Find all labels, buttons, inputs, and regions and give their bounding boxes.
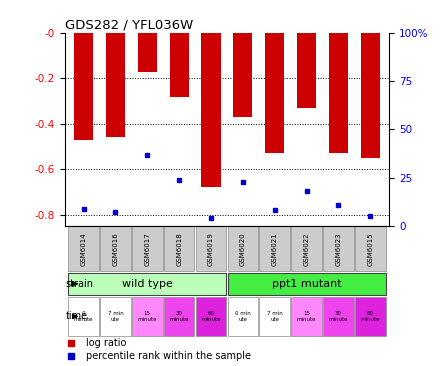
FancyBboxPatch shape — [323, 226, 354, 271]
FancyBboxPatch shape — [291, 226, 322, 271]
Text: strain: strain — [65, 279, 93, 289]
Bar — [297, 33, 316, 108]
Text: GSM6017: GSM6017 — [144, 232, 150, 266]
FancyBboxPatch shape — [196, 226, 227, 271]
Text: GSM6023: GSM6023 — [336, 232, 341, 266]
FancyBboxPatch shape — [259, 226, 290, 271]
FancyBboxPatch shape — [291, 296, 322, 336]
Text: GDS282 / YFL036W: GDS282 / YFL036W — [65, 19, 193, 32]
FancyBboxPatch shape — [100, 296, 131, 336]
FancyBboxPatch shape — [69, 273, 227, 295]
Text: 60
minute: 60 minute — [201, 311, 221, 322]
Text: 30
minute: 30 minute — [170, 311, 189, 322]
Text: GSM6019: GSM6019 — [208, 232, 214, 266]
FancyBboxPatch shape — [355, 226, 385, 271]
FancyBboxPatch shape — [355, 296, 385, 336]
Text: GSM6015: GSM6015 — [367, 232, 373, 266]
Bar — [74, 33, 93, 140]
Text: 0
minute: 0 minute — [74, 311, 93, 322]
Text: 15
minute: 15 minute — [297, 311, 316, 322]
FancyBboxPatch shape — [132, 296, 162, 336]
Text: 0 min
ute: 0 min ute — [235, 311, 251, 322]
Text: GSM6014: GSM6014 — [81, 232, 87, 266]
FancyBboxPatch shape — [132, 226, 162, 271]
FancyBboxPatch shape — [164, 296, 194, 336]
FancyBboxPatch shape — [323, 296, 354, 336]
Text: GSM6021: GSM6021 — [272, 232, 278, 266]
Text: GSM6018: GSM6018 — [176, 232, 182, 266]
Bar — [170, 33, 189, 97]
Text: 30
minute: 30 minute — [329, 311, 348, 322]
Text: log ratio: log ratio — [85, 337, 126, 348]
FancyBboxPatch shape — [259, 296, 290, 336]
Text: time: time — [65, 311, 88, 321]
Bar — [202, 33, 221, 187]
Bar — [329, 33, 348, 153]
Text: percentile rank within the sample: percentile rank within the sample — [85, 351, 251, 361]
Bar — [361, 33, 380, 158]
Bar — [233, 33, 252, 117]
Bar — [138, 33, 157, 71]
FancyBboxPatch shape — [69, 226, 99, 271]
FancyBboxPatch shape — [164, 226, 194, 271]
Bar — [106, 33, 125, 137]
Text: GSM6016: GSM6016 — [113, 232, 118, 266]
Text: 7 min
ute: 7 min ute — [108, 311, 123, 322]
Bar — [265, 33, 284, 153]
Text: 60
minute: 60 minute — [360, 311, 380, 322]
FancyBboxPatch shape — [227, 296, 258, 336]
FancyBboxPatch shape — [227, 226, 258, 271]
FancyBboxPatch shape — [227, 273, 385, 295]
FancyBboxPatch shape — [69, 296, 99, 336]
Text: GSM6022: GSM6022 — [303, 232, 310, 266]
Text: ppt1 mutant: ppt1 mutant — [272, 279, 341, 289]
FancyBboxPatch shape — [196, 296, 227, 336]
FancyBboxPatch shape — [100, 226, 131, 271]
Text: wild type: wild type — [122, 279, 173, 289]
Text: 7 min
ute: 7 min ute — [267, 311, 283, 322]
Text: 15
minute: 15 minute — [138, 311, 157, 322]
Text: GSM6020: GSM6020 — [240, 232, 246, 266]
